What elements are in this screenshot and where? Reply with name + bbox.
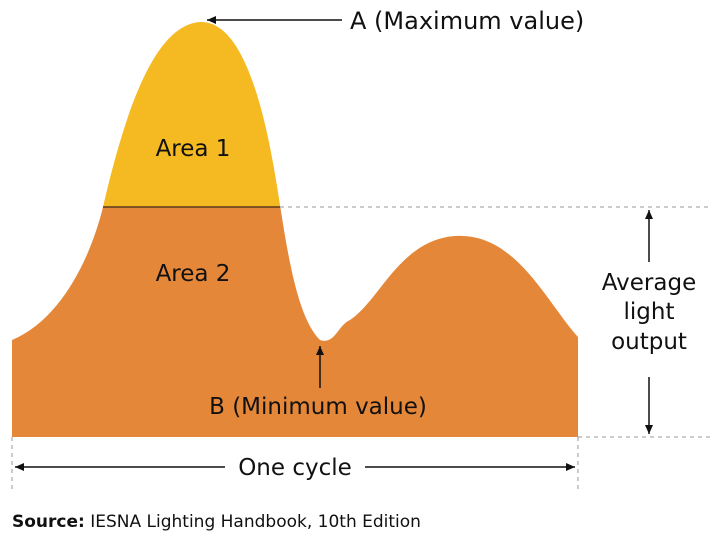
average-label-line1: Average: [602, 270, 696, 296]
average-label-line2: light: [624, 299, 675, 325]
area-2-region: [12, 207, 578, 437]
min-label: B (Minimum value): [209, 394, 427, 420]
area-1-region: [103, 21, 281, 207]
area-1-label: Area 1: [156, 136, 231, 162]
source-prefix: Source:: [12, 512, 85, 532]
max-label: A (Maximum value): [350, 7, 584, 35]
reference-lines: [11, 206, 710, 490]
area-2-label: Area 2: [156, 261, 231, 287]
cycle-label: One cycle: [238, 455, 352, 481]
source-text: IESNA Lighting Handbook, 10th Edition: [90, 512, 421, 532]
average-label-line3: output: [611, 329, 687, 355]
source-caption: Source: IESNA Lighting Handbook, 10th Ed…: [12, 512, 421, 532]
waveform: [12, 21, 578, 437]
